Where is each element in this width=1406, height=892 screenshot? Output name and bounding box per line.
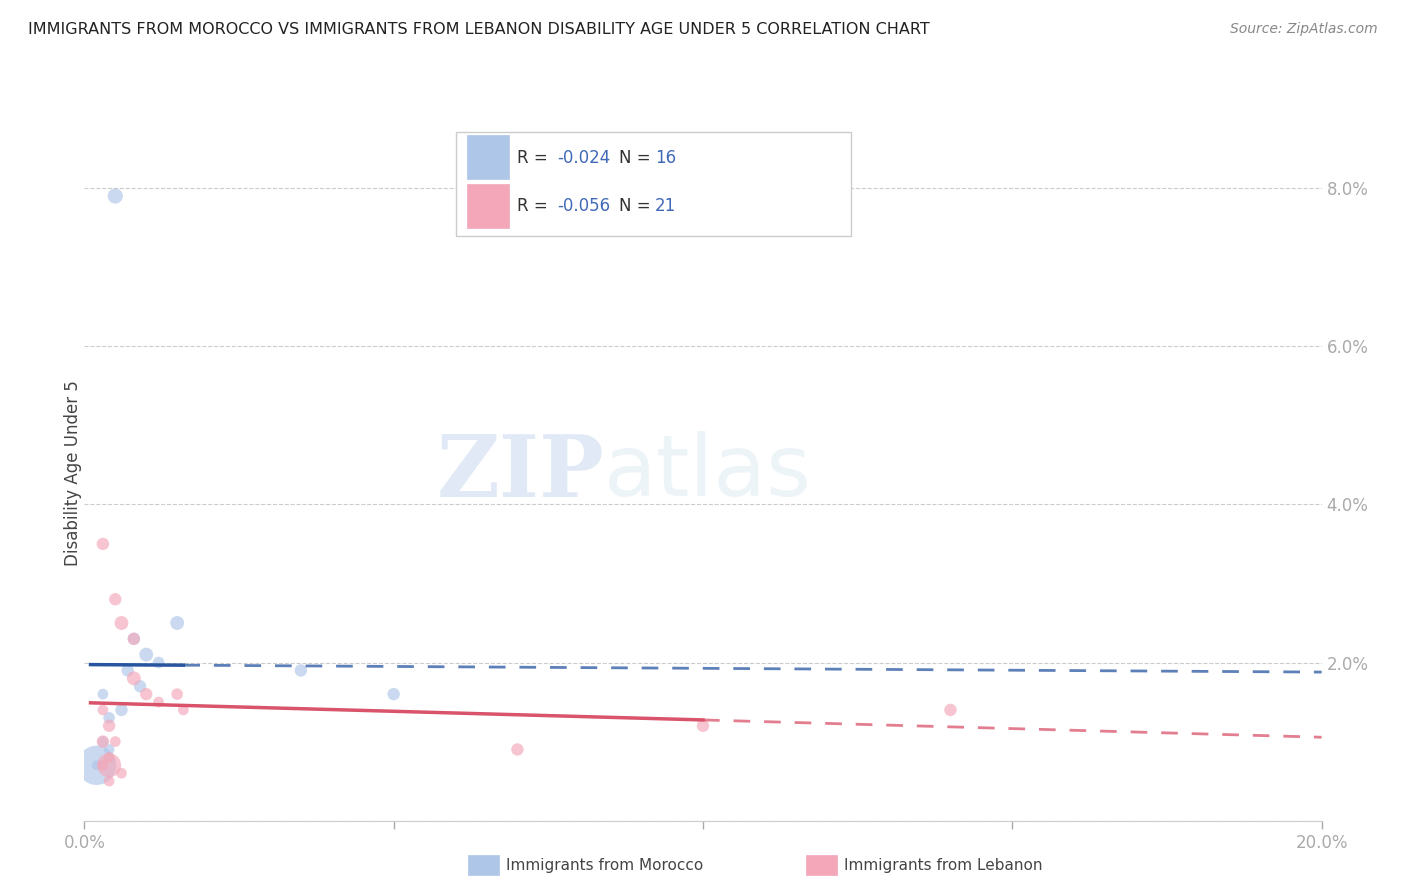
Point (148, 656, 170, 670)
Text: -0.056: -0.056 (557, 197, 610, 216)
Point (382, 687, 405, 701)
Point (91, 734, 114, 748)
Point (104, 189, 127, 203)
Point (98, 742, 121, 756)
Point (98, 711, 121, 725)
Text: Source: ZipAtlas.com: Source: ZipAtlas.com (1230, 22, 1378, 37)
Text: IMMIGRANTS FROM MOROCCO VS IMMIGRANTS FROM LEBANON DISABILITY AGE UNDER 5 CORREL: IMMIGRANTS FROM MOROCCO VS IMMIGRANTS FR… (28, 22, 929, 37)
Text: N =: N = (619, 150, 655, 168)
Point (110, 766, 132, 780)
Point (122, 671, 145, 685)
Point (506, 742, 529, 756)
Text: 21: 21 (655, 197, 676, 216)
Y-axis label: Disability Age Under 5: Disability Age Under 5 (65, 380, 82, 566)
Point (104, 592, 127, 607)
Point (117, 664, 139, 678)
Point (104, 734, 127, 748)
Point (110, 703, 132, 717)
Point (172, 703, 194, 717)
Point (166, 615, 188, 630)
Text: 16: 16 (655, 150, 676, 168)
Point (129, 679, 152, 693)
Text: Immigrants from Morocco: Immigrants from Morocco (506, 858, 703, 872)
Point (148, 695, 170, 709)
Point (166, 687, 188, 701)
Point (135, 648, 157, 662)
Point (122, 632, 145, 646)
Point (939, 703, 962, 717)
Point (98, 774, 121, 789)
Text: Immigrants from Lebanon: Immigrants from Lebanon (844, 858, 1042, 872)
Point (91, 734, 114, 748)
Point (91, 537, 114, 551)
Point (98, 758, 121, 772)
Point (290, 664, 312, 678)
Point (86, 758, 108, 772)
Point (98, 719, 121, 733)
Point (91, 758, 114, 772)
Point (135, 687, 157, 701)
Point (110, 615, 132, 630)
Point (86, 758, 108, 772)
Text: atlas: atlas (605, 431, 813, 515)
Point (91, 703, 114, 717)
Text: R =: R = (517, 150, 554, 168)
Point (98, 750, 121, 764)
Text: ZIP: ZIP (436, 431, 605, 515)
Point (122, 632, 145, 646)
Point (91, 687, 114, 701)
Text: -0.024: -0.024 (557, 150, 610, 168)
Text: N =: N = (619, 197, 655, 216)
Text: R =: R = (517, 197, 554, 216)
Point (692, 719, 714, 733)
